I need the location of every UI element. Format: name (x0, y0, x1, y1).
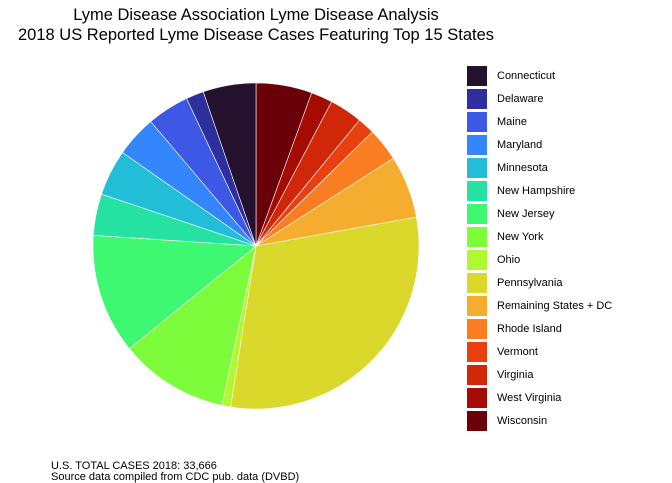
pie-slice-new-york (128, 245, 257, 406)
legend-swatch (466, 249, 488, 271)
legend-swatch (466, 88, 488, 110)
legend-label: Maryland (497, 139, 543, 151)
legend-label: New Jersey (497, 208, 555, 220)
legend-swatch (466, 226, 488, 248)
legend-swatch (466, 364, 488, 386)
legend-swatch (466, 203, 488, 225)
pie-slice-new-jersey (92, 235, 257, 350)
legend-label: Virginia (497, 369, 534, 381)
legend-swatch (466, 318, 488, 340)
footer-source: Source data compiled from CDC pub. data … (51, 471, 300, 483)
legend-label: Wisconsin (497, 415, 548, 427)
legend-swatch (466, 134, 488, 156)
chart-title-line-1: Lyme Disease Association Lyme Disease An… (73, 6, 439, 24)
chart-title-line-2: 2018 US Reported Lyme Disease Cases Feat… (17, 26, 495, 44)
legend-swatch (466, 180, 488, 202)
legend-label: Pennsylvania (497, 277, 563, 289)
legend-swatch (466, 111, 488, 133)
legend-label: Delaware (497, 93, 544, 105)
legend-label: Vermont (497, 346, 538, 358)
pie-slice-connecticut (202, 82, 257, 247)
footer-notes: U.S. TOTAL CASES 2018: 33,666 Source dat… (51, 461, 299, 483)
legend-label: Minnesota (497, 162, 548, 174)
legend-label: Remaining States + DC (497, 300, 613, 312)
legend-swatch (466, 387, 488, 409)
legend-swatch (466, 341, 488, 363)
legend-label: New Hampshire (497, 185, 576, 197)
legend-label: Maine (497, 116, 527, 128)
legend-swatch (466, 65, 488, 87)
legend-swatch (466, 410, 488, 432)
legend-label: Ohio (497, 254, 521, 266)
legend-swatch (466, 295, 488, 317)
legend-label: Rhode Island (497, 323, 562, 335)
legend-swatch (466, 157, 488, 179)
legend-swatch (466, 272, 488, 294)
legend-label: Connecticut (497, 70, 556, 82)
footer-total-cases: U.S. TOTAL CASES 2018: 33,666 (51, 460, 217, 472)
pie-slice-pennsylvania (230, 216, 420, 410)
chart-title: Lyme Disease Association Lyme Disease An… (0, 5, 512, 45)
legend-label: New York (497, 231, 544, 243)
legend-label: West Virginia (497, 392, 562, 404)
